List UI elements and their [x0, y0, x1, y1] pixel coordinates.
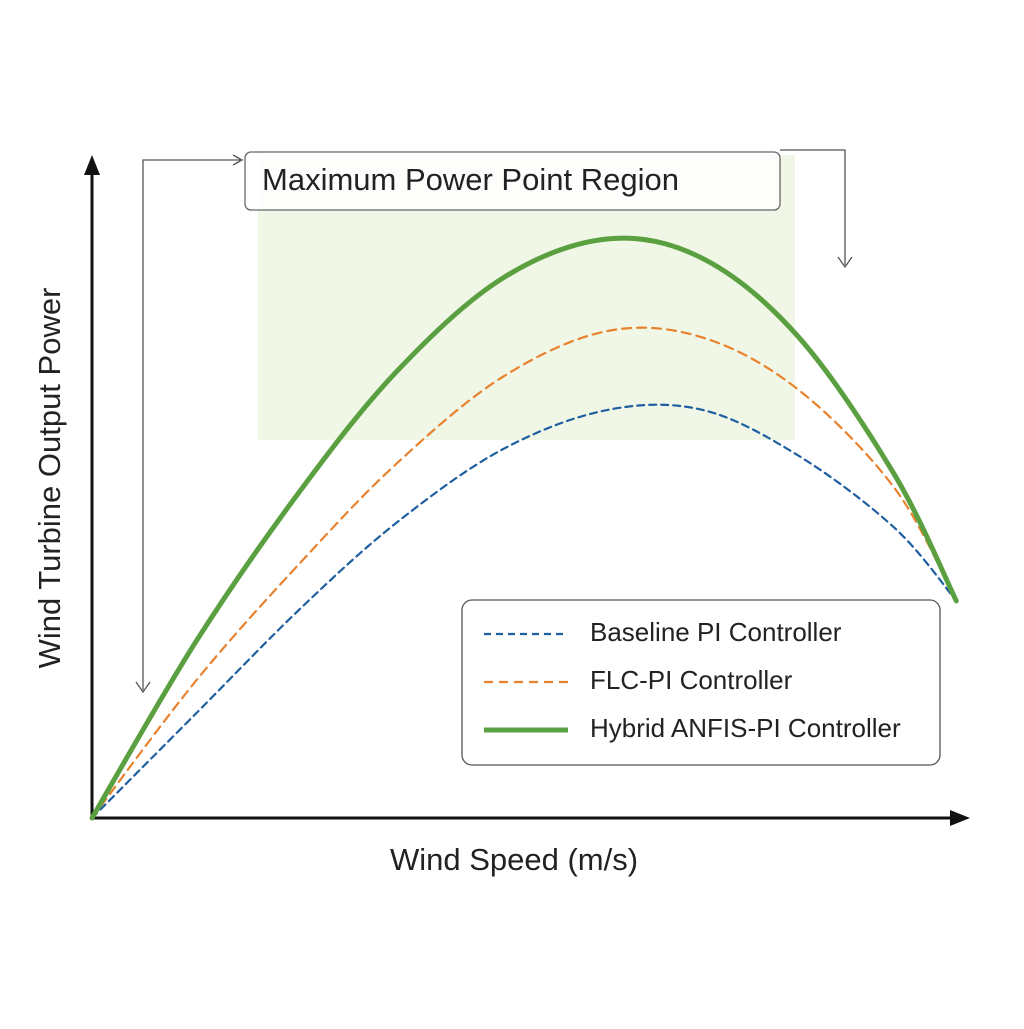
arrow-head [135, 681, 151, 694]
y-axis-arrow [84, 155, 100, 175]
legend-label: FLC-PI Controller [590, 665, 793, 695]
arrow-head [837, 256, 853, 269]
series-line [90, 403, 958, 820]
series-line [89, 235, 959, 821]
annotation-arrow [142, 159, 240, 690]
series-line [90, 326, 958, 820]
annotation-arrow [780, 149, 846, 265]
legend-label: Hybrid ANFIS-PI Controller [590, 713, 901, 743]
annotation-box [244, 151, 781, 211]
annotation-title: Maximum Power Point Region [262, 162, 679, 197]
x-axis-arrow [950, 810, 970, 826]
arrow-head [232, 154, 244, 166]
x-axis-title: Wind Speed (m/s) [390, 842, 638, 877]
y-axis-title: Wind Turbine Output Power [32, 288, 67, 669]
legend-label: Baseline PI Controller [590, 617, 842, 647]
legend-box [461, 599, 941, 766]
